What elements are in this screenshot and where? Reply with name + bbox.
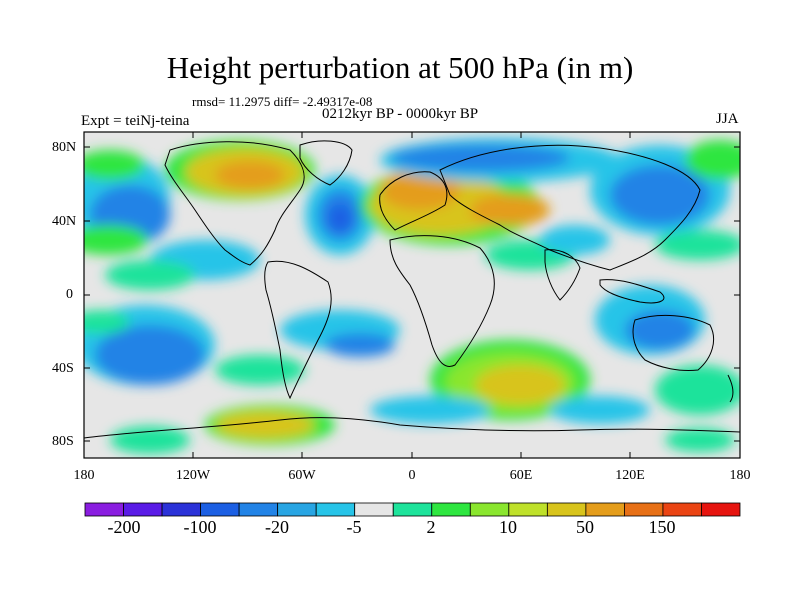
contour-region [84, 225, 148, 255]
contour-region [625, 310, 695, 350]
colorbar-swatch [662, 502, 702, 517]
colorbar-label: 150 [648, 517, 676, 537]
colorbar-swatch [585, 502, 625, 517]
x-tick-label-180e: 180 [729, 468, 751, 483]
colorbar [84, 502, 741, 517]
contour-region [655, 230, 740, 260]
colorbar-swatch [277, 502, 317, 517]
colorbar-label: 10 [499, 517, 517, 537]
stats-label: rmsd= 11.2975 diff= -2.49317e-08 [192, 94, 373, 109]
colorbar-label: -100 [183, 517, 217, 537]
colorbar-swatch [392, 502, 433, 517]
contour-region [370, 396, 490, 424]
contour-region [215, 411, 315, 439]
contour-region [665, 428, 735, 452]
contour-region [470, 194, 550, 226]
colorbar-swatch [84, 502, 124, 517]
contour-region [105, 260, 195, 290]
axis-ticks [83, 132, 741, 458]
contour-region [325, 333, 395, 357]
contour-region [380, 170, 460, 210]
colorbar-swatch [200, 502, 240, 517]
contour-region [110, 426, 190, 454]
colorbar-swatch [701, 502, 741, 517]
contour-region [475, 365, 565, 405]
x-tick-label-120e: 120E [615, 468, 645, 483]
colorbar-swatch [123, 502, 163, 517]
colorbar-swatch [469, 502, 510, 517]
contour-region [390, 144, 570, 172]
x-tick-label-0: 0 [408, 468, 416, 483]
colorbar-label: -20 [265, 517, 289, 537]
colorbar-label: -5 [346, 517, 362, 537]
y-tick-label-80s: 80S [52, 434, 74, 449]
contour-region [550, 396, 650, 424]
map-title: Height perturbation at 500 hPa (in m) [166, 50, 634, 85]
x-tick-label-180w: 180 [73, 468, 95, 483]
colorbar-swatch [624, 502, 664, 517]
y-tick-label-40n: 40N [52, 214, 77, 229]
contour-region [84, 310, 130, 334]
colorbar-label: 2 [426, 517, 436, 537]
colorbar-swatch [315, 502, 356, 517]
contour-region [328, 204, 352, 232]
contour-region [685, 140, 740, 180]
contour-region [540, 225, 610, 255]
coastlines [84, 140, 740, 439]
experiment-label: Expt = teiNj-teina [81, 113, 190, 129]
contour-field [84, 132, 740, 458]
x-tick-label-120w: 120W [175, 468, 211, 483]
contour-region [215, 355, 305, 385]
contour-region [655, 365, 740, 415]
season-label: JJA [716, 111, 739, 127]
x-tick-label-60w: 60W [288, 468, 316, 483]
colorbar-label: 50 [576, 517, 594, 537]
colorbar-swatch [431, 502, 471, 517]
contour-region [95, 325, 205, 385]
colorbar-label: -200 [107, 517, 141, 537]
colorbar-swatch [508, 502, 548, 517]
y-tick-label-80n: 80N [52, 140, 77, 155]
colorbar-swatch [546, 502, 587, 517]
contour-region [610, 165, 710, 225]
y-tick-label-0: 0 [66, 287, 73, 302]
x-tick-label-60e: 60E [509, 468, 533, 483]
y-tick-label-40s: 40S [52, 361, 74, 376]
colorbar-swatch [354, 502, 394, 517]
period-label: 0212kyr BP - 0000kyr BP [322, 106, 479, 122]
colorbar-swatch [161, 502, 201, 517]
colorbar-swatch [238, 502, 279, 517]
contour-region [84, 150, 145, 180]
contour-region [215, 161, 285, 189]
